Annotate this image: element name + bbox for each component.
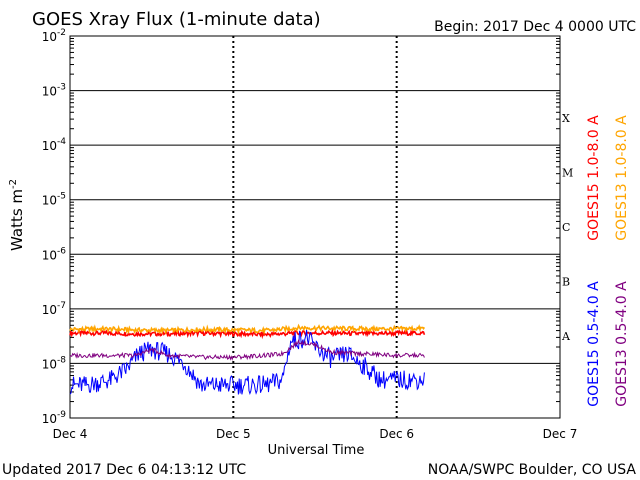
y-axis-label: Watts m-2	[8, 179, 26, 251]
x-tick-label: Dec 6	[379, 427, 414, 441]
flare-class-label: C	[562, 221, 570, 234]
y-tick-label: 10-5	[42, 192, 66, 208]
x-axis-label: Universal Time	[268, 443, 365, 458]
series-line	[69, 338, 425, 361]
y-tick-label: 10-2	[42, 28, 66, 44]
x-tick-label: Dec 7	[543, 427, 578, 441]
begin-label: Begin: 2017 Dec 4 0000 UTC	[434, 19, 636, 35]
flare-class-label: A	[561, 330, 571, 343]
footer-credit: NOAA/SWPC Boulder, CO USA	[428, 462, 637, 478]
flare-class-label: X	[562, 112, 570, 125]
series-line	[69, 329, 425, 395]
flare-class-label: M	[562, 166, 573, 179]
flare-class-label: B	[562, 276, 570, 289]
x-tick-label: Dec 5	[216, 427, 251, 441]
y-tick-label: 10-3	[42, 83, 66, 99]
legend-entry: GOES13 1.0-8.0 A	[614, 115, 630, 241]
series-line	[69, 327, 426, 340]
y-tick-label: 10-8	[42, 355, 67, 371]
footer-updated: Updated 2017 Dec 6 04:13:12 UTC	[2, 462, 246, 478]
y-tick-label: 10-9	[42, 410, 67, 426]
y-tick-label: 10-7	[42, 301, 66, 317]
legend-entry: GOES15 0.5-4.0 A	[586, 281, 602, 407]
legend-entry: GOES15 1.0-8.0 A	[586, 115, 602, 241]
plot-area	[69, 35, 561, 419]
y-tick-label: 10-4	[42, 137, 67, 153]
series-line	[69, 323, 426, 336]
y-tick-label: 10-6	[42, 246, 67, 262]
legend-entry: GOES13 0.5-4.0 A	[614, 281, 630, 407]
chart-title: GOES Xray Flux (1-minute data)	[32, 9, 321, 30]
x-tick-label: Dec 4	[53, 427, 88, 441]
